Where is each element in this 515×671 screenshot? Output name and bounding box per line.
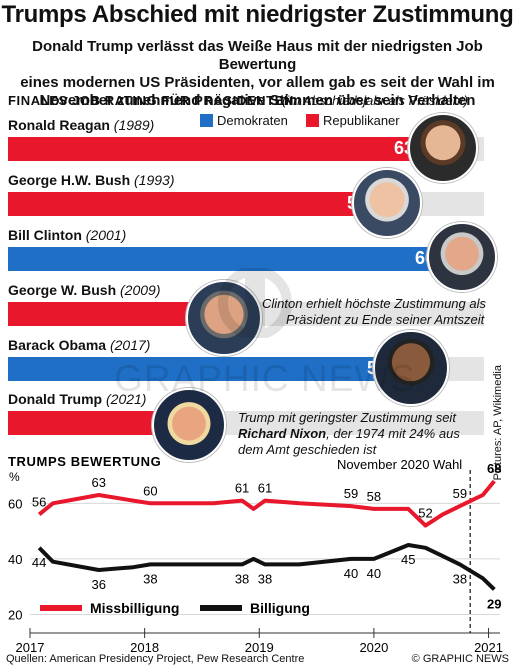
president-year: (2001) [85,227,127,243]
data-label: 58 [367,489,381,504]
x-tick-label: 2018 [130,640,159,655]
subtitle-line-1: Donald Trump verlässt das Weiße Haus mit… [32,38,483,73]
president-name-text: Ronald Reagan [8,117,114,133]
rating-bar [8,192,389,216]
data-label: 40 [344,566,358,581]
president-year: (2021) [106,391,147,407]
trend-heading: TRUMPS BEWERTUNG [8,454,161,469]
president-year: (2009) [120,282,161,298]
president-name: Donald Trump (2021) [8,391,146,407]
data-label: 38 [258,571,272,586]
x-tick-label: 2017 [16,640,45,655]
president-year: (2017) [109,337,151,353]
disapproval-line [37,479,496,528]
legend-label-democrats: Demokraten [217,113,288,128]
data-label: 44 [32,555,46,570]
y-tick-label: 60 [8,496,22,511]
page-title: Trumps Abschied mit niedrigster Zustimmu… [1,1,514,28]
data-label: 56 [32,494,46,509]
president-name: Barack Obama (2017) [8,337,150,353]
president-name-text: Donald Trump [8,391,106,407]
trump-note-line-1: Trump mit geringster Zustimmung seit [238,410,456,425]
subtitle-line-2: eines modernen US Präsidenten, vor allem… [20,74,495,91]
clinton-note: Clinton erhielt höchste Zustimmung als P… [262,296,486,328]
graphic-news-logo-watermark [218,268,292,338]
rating-bar [8,247,457,271]
data-label: 38 [235,571,249,586]
trump-approval-line-chart: TRUMPS BEWERTUNG% 20 40 60 2017 2018 2019 2020 2… [8,454,503,655]
portrait-hw-bush [352,168,422,238]
final-rating-heading: Finales job rating für Präsidenten [8,93,294,108]
data-label: 68 [487,461,501,476]
data-label: 60 [143,483,157,498]
rating-bar [8,137,436,161]
portrait-reagan [408,113,478,183]
data-label: 59 [344,486,358,501]
legend-label-approval: Billigung [250,600,310,616]
data-label: 29 [487,596,501,611]
approval-line [37,543,496,591]
president-name-text: Bill Clinton [8,227,86,243]
data-label: 38 [143,571,157,586]
data-label: 38 [453,571,467,586]
president-name-text: George H.W. Bush [8,172,135,188]
data-label: 36 [92,577,106,592]
subtitle: Donald Trump verlässt das Weiße Haus mit… [4,38,511,110]
x-tick-label: 2020 [359,640,388,655]
data-label: 59 [453,486,467,501]
legend-swatch-republicans [306,114,319,127]
rating-bar [8,357,409,381]
president-year: (1993) [134,172,175,188]
president-name: George H.W. Bush (1993) [8,172,174,188]
watermark: GRAPHIC NEWS [114,358,416,399]
trump-note-line-3: dem Amt geschieden ist [238,442,377,457]
portrait-w-bush [186,280,262,356]
data-label: 52 [418,506,432,521]
legend-label-republicans: Republikaner [323,113,400,128]
president-name: Bill Clinton (2001) [8,227,126,243]
brand-footer: © GRAPHIC NEWS [411,653,509,665]
y-tick-label: 20 [8,607,22,622]
trend-unit-label: % [9,470,20,484]
portrait-clinton [427,222,497,292]
president-year: (1989) [113,117,155,133]
legend-democrats: Demokraten [200,113,288,128]
president-name: Ronald Reagan (1989) [8,117,154,133]
clinton-note-line-2: Präsident zu Ende seiner Amtszeit [286,312,485,327]
trump-note: Trump mit geringster Zustimmung seit Ric… [238,410,460,458]
president-name-text: Barack Obama [8,337,110,353]
y-tick-label: 40 [8,552,22,567]
legend-label-disapproval: Missbilligung [90,600,179,616]
data-label: 61 [258,481,272,496]
president-name: George W. Bush (2009) [8,282,160,298]
data-label: 63 [92,475,106,490]
legend-republicans: Republikaner [306,113,400,128]
subtitle-line-3: November zunehmend negative Stimmen über… [39,92,476,109]
president-name-text: George W. Bush [8,282,121,298]
data-label: 40 [367,566,381,581]
source-footer: Quellen: American Presidency Project, Pe… [6,653,305,665]
data-label: 45 [401,552,415,567]
data-label: 61 [235,481,249,496]
legend-swatch-democrats [200,114,213,127]
x-tick-label: 2019 [245,640,274,655]
x-tick-label: 2021 [474,640,503,655]
portrait-obama [373,330,449,406]
trump-note-nixon: Richard Nixon [238,426,327,441]
final-rating-note: (im Abschiedsjahr als Präsident) [282,93,468,108]
trump-note-line-2: , der 1974 mit 24% aus [326,426,460,441]
portrait-trump [152,388,226,462]
election-marker-label: November 2020 Wahl [337,457,462,472]
clinton-note-line-1: Clinton erhielt höchste Zustimmung als [262,296,486,311]
